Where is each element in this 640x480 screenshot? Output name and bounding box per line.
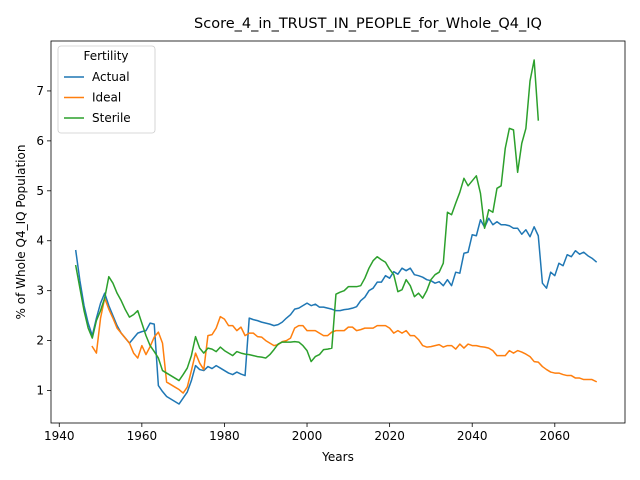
legend-label-sterile: Sterile: [92, 111, 131, 125]
x-axis-title: Years: [321, 450, 354, 464]
y-tick-label: 6: [36, 134, 44, 148]
legend-box: [57, 45, 156, 134]
y-tick-label: 4: [36, 234, 44, 248]
x-tick-label: 1980: [209, 429, 240, 443]
series-line-actual: [74, 217, 598, 405]
plot-frame: [50, 40, 626, 424]
y-tick-label: 5: [36, 184, 44, 198]
y-tick-label: 7: [36, 84, 44, 98]
chart-title: Score_4_in_TRUST_IN_PEOPLE_for_Whole_Q4_…: [194, 16, 542, 32]
legend-entries: Actual Ideal Sterile: [64, 70, 131, 125]
x-tick-label: 2060: [540, 429, 571, 443]
y-axis-title: % of Whole Q4_IQ Population: [14, 145, 28, 320]
y-tick-label: 1: [36, 384, 44, 398]
x-axis: 1940 1960 1980 2000 2020 2040 2060: [44, 423, 570, 443]
y-tick-label: 3: [36, 284, 44, 298]
y-tick-label: 2: [36, 334, 44, 348]
legend-label-actual: Actual: [92, 70, 130, 84]
x-tick-label: 1960: [127, 429, 158, 443]
x-tick-label: 2040: [457, 429, 488, 443]
series-layer: [74, 59, 598, 405]
x-tick-label: 1940: [44, 429, 75, 443]
x-tick-label: 2020: [374, 429, 405, 443]
series-line-sterile: [74, 59, 540, 382]
y-axis: 1 2 3 4 5 6 7: [36, 84, 51, 398]
legend-label-ideal: Ideal: [92, 91, 121, 105]
legend: Fertility Actual Ideal Sterile: [57, 45, 156, 134]
x-tick-label: 2000: [292, 429, 323, 443]
legend-title: Fertility: [83, 49, 128, 63]
series-line-ideal: [91, 297, 598, 394]
